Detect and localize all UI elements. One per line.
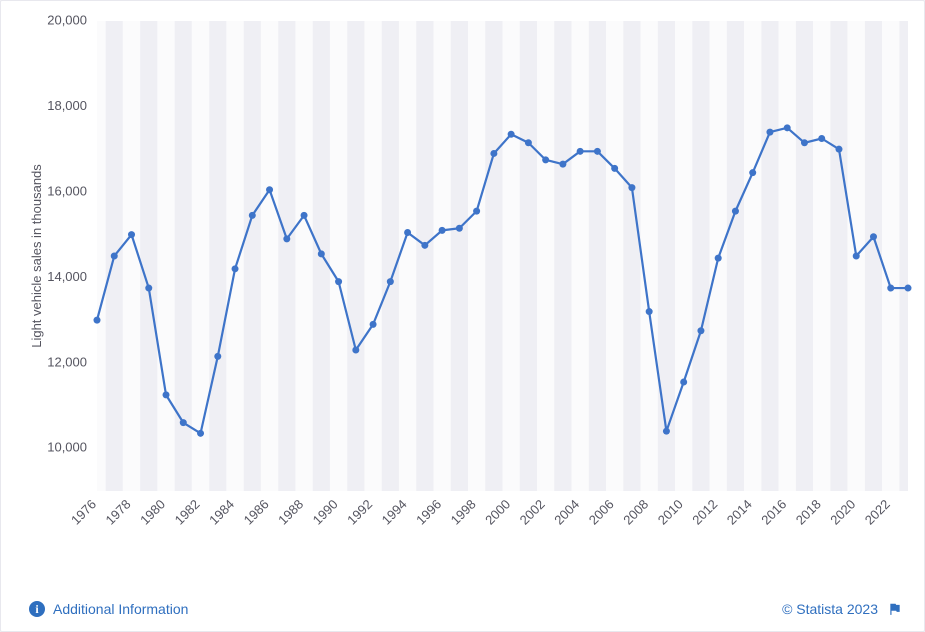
svg-text:2010: 2010 [655, 497, 686, 528]
svg-text:2008: 2008 [620, 497, 651, 528]
svg-text:1984: 1984 [206, 497, 237, 528]
card-footer: i Additional Information © Statista 2023 [29, 601, 902, 617]
svg-text:12,000: 12,000 [47, 354, 87, 369]
svg-text:18,000: 18,000 [47, 98, 87, 113]
chart-card: 10,000 12,000 14,000 16,000 18,000 20,000 Ligh… [0, 0, 925, 632]
svg-text:20,000: 20,000 [47, 15, 87, 27]
svg-text:2018: 2018 [793, 497, 824, 528]
svg-text:1988: 1988 [275, 497, 306, 528]
line-chart-svg: 10,000 12,000 14,000 16,000 18,000 20,000 Ligh… [21, 15, 916, 569]
svg-text:2002: 2002 [517, 497, 548, 528]
svg-text:2022: 2022 [862, 497, 893, 528]
svg-text:1978: 1978 [103, 497, 134, 528]
svg-text:1986: 1986 [241, 497, 272, 528]
flag-icon[interactable] [888, 602, 902, 616]
svg-text:1996: 1996 [413, 497, 444, 528]
svg-text:1982: 1982 [172, 497, 203, 528]
svg-text:10,000: 10,000 [47, 440, 87, 455]
additional-info-label: Additional Information [53, 601, 188, 617]
svg-text:2020: 2020 [827, 497, 858, 528]
attribution-text: © Statista 2023 [782, 601, 878, 617]
svg-text:14,000: 14,000 [47, 269, 87, 284]
svg-text:2004: 2004 [551, 497, 582, 528]
additional-info-link[interactable]: i Additional Information [29, 601, 188, 617]
svg-text:2000: 2000 [482, 497, 513, 528]
svg-text:2016: 2016 [758, 497, 789, 528]
svg-text:Light vehicle sales in thousan: Light vehicle sales in thousands [29, 164, 44, 348]
info-icon: i [29, 601, 45, 617]
svg-text:1980: 1980 [137, 497, 168, 528]
svg-text:2014: 2014 [724, 497, 755, 528]
svg-text:1994: 1994 [379, 497, 410, 528]
svg-text:1976: 1976 [68, 497, 99, 528]
attribution: © Statista 2023 [782, 601, 902, 617]
svg-text:16,000: 16,000 [47, 183, 87, 198]
svg-text:2006: 2006 [586, 497, 617, 528]
svg-text:1998: 1998 [448, 497, 479, 528]
chart-area: 10,000 12,000 14,000 16,000 18,000 20,000 Ligh… [21, 15, 914, 567]
svg-text:2012: 2012 [689, 497, 720, 528]
svg-text:1990: 1990 [310, 497, 341, 528]
svg-text:1992: 1992 [344, 497, 375, 528]
